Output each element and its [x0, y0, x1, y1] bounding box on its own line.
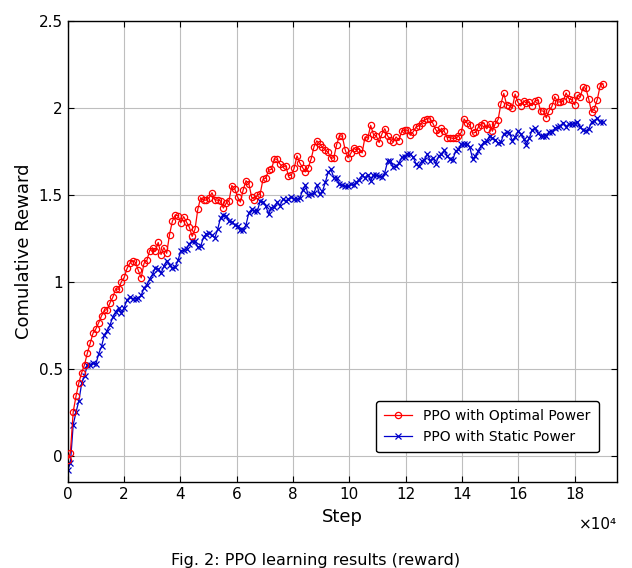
- PPO with Optimal Power: [217, 197, 224, 204]
- PPO with Optimal Power: [121, 274, 128, 281]
- Line: PPO with Optimal Power: PPO with Optimal Power: [64, 81, 606, 463]
- Text: Fig. 2: PPO learning results (reward): Fig. 2: PPO learning results (reward): [171, 553, 461, 568]
- PPO with Static Power: [599, 119, 607, 126]
- PPO with Static Power: [188, 237, 196, 244]
- PPO with Static Power: [64, 467, 71, 474]
- Text: ×10⁴: ×10⁴: [579, 517, 617, 532]
- PPO with Optimal Power: [599, 80, 607, 87]
- PPO with Optimal Power: [64, 457, 71, 463]
- PPO with Optimal Power: [333, 141, 341, 148]
- PPO with Static Power: [307, 191, 315, 198]
- PPO with Static Power: [593, 115, 601, 122]
- PPO with Static Power: [121, 304, 128, 311]
- Y-axis label: Comulative Reward: Comulative Reward: [15, 164, 33, 340]
- PPO with Static Power: [333, 174, 341, 181]
- X-axis label: Step: Step: [322, 508, 363, 526]
- PPO with Static Power: [217, 215, 224, 222]
- PPO with Optimal Power: [307, 156, 315, 162]
- PPO with Static Power: [225, 218, 233, 225]
- Line: PPO with Static Power: PPO with Static Power: [64, 115, 606, 473]
- PPO with Optimal Power: [188, 233, 196, 240]
- PPO with Optimal Power: [225, 197, 233, 204]
- Legend: PPO with Optimal Power, PPO with Static Power: PPO with Optimal Power, PPO with Static …: [376, 401, 599, 453]
